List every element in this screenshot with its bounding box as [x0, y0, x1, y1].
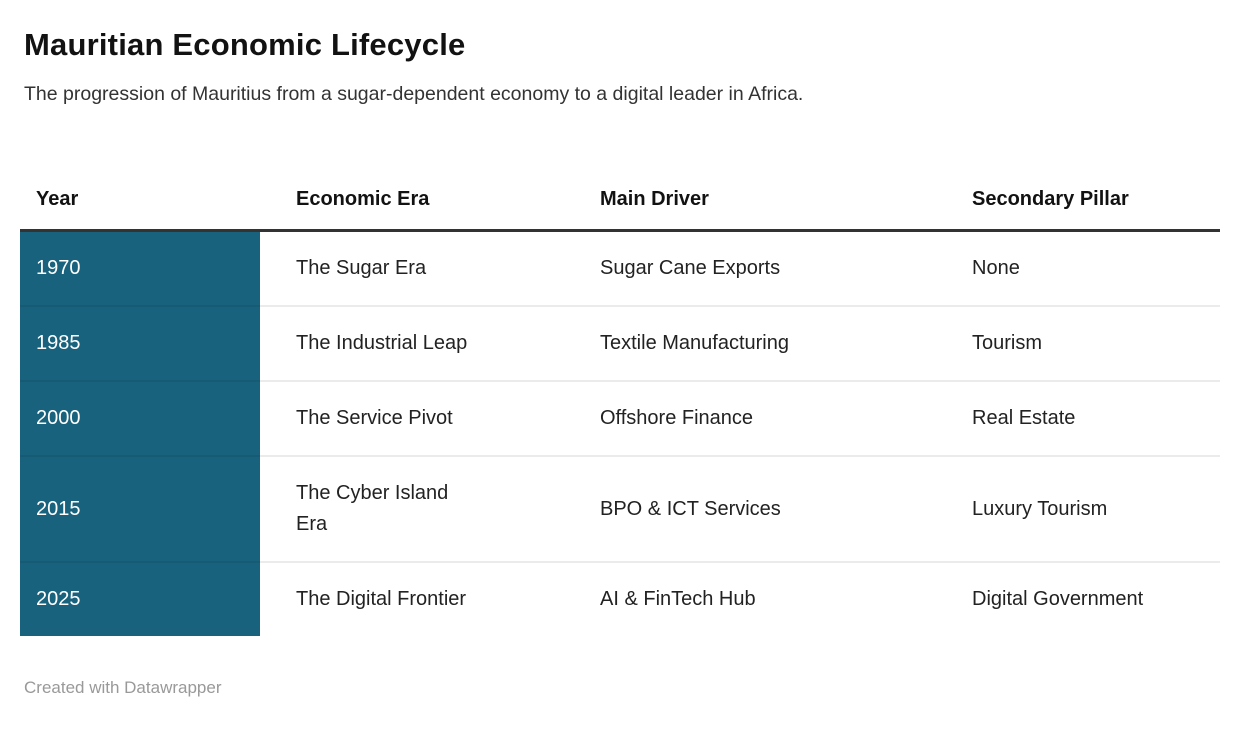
table-row: 2000 The Service Pivot Offshore Finance …: [20, 380, 1220, 456]
table-row: 2025 The Digital Frontier AI & FinTech H…: [20, 561, 1220, 636]
cell-main-driver: Sugar Cane Exports: [600, 257, 781, 279]
datawrapper-attribution-link[interactable]: Created with Datawrapper: [24, 678, 222, 697]
cell-main-driver: BPO & ICT Services: [564, 455, 936, 562]
cell-economic-era: The Service Pivot: [260, 380, 564, 456]
cell-secondary-pillar: Digital Government: [936, 561, 1220, 636]
cell-secondary-pillar: None: [972, 257, 1020, 279]
table-row: 2015 The Cyber Island Era BPO & ICT Serv…: [20, 455, 1220, 562]
column-header-main-driver: Main Driver: [564, 163, 936, 232]
cell-main-driver: AI & FinTech Hub: [564, 561, 936, 636]
cell-economic-era: The Cyber Island Era: [260, 455, 564, 562]
cell-main-driver: Textile Manufacturing: [564, 305, 936, 381]
column-header-economic-era: Economic Era: [260, 163, 564, 232]
cell-economic-era: The Digital Frontier: [260, 561, 564, 636]
cell-year: 2015: [20, 455, 260, 562]
chart-title: Mauritian Economic Lifecycle: [24, 27, 466, 62]
datawrapper-table-chart: Mauritian Economic Lifecycle The progres…: [0, 26, 1240, 699]
cell-year: 1985: [20, 305, 260, 381]
chart-footer: Created with Datawrapper: [24, 676, 1216, 699]
chart-description: The progression of Mauritius from a suga…: [24, 83, 804, 105]
data-table: Year Economic Era Main Driver Secondary …: [20, 163, 1220, 636]
column-header-year: Year: [20, 163, 260, 232]
cell-year: 2025: [20, 561, 260, 636]
cell-year: 1970: [20, 230, 260, 306]
cell-secondary-pillar: Real Estate: [936, 380, 1220, 456]
table-row: 1970 The Sugar Era Sugar Cane Exports No…: [20, 230, 1220, 306]
cell-secondary-pillar: Tourism: [936, 305, 1220, 381]
cell-economic-era: The Industrial Leap: [260, 305, 564, 381]
cell-year: 2000: [20, 380, 260, 456]
table-row: 1985 The Industrial Leap Textile Manufac…: [20, 305, 1220, 381]
cell-economic-era: The Sugar Era: [296, 257, 427, 279]
cell-secondary-pillar: Luxury Tourism: [936, 455, 1220, 562]
column-header-secondary-pillar: Secondary Pillar: [936, 163, 1220, 232]
cell-main-driver: Offshore Finance: [564, 380, 936, 456]
table-header-row: Year Economic Era Main Driver Secondary …: [20, 163, 1220, 232]
